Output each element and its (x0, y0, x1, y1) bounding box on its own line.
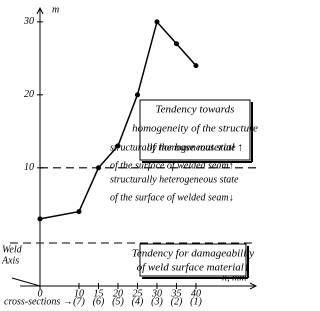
annotation-text: of the base material ↑ (147, 142, 243, 154)
x-arrow (249, 282, 258, 290)
chart: mh, mmWeldAxis102030010152025303540cross… (1, 4, 258, 307)
y-tick-label: 10 (24, 162, 34, 173)
cross-section-label: (2) (171, 296, 183, 307)
cross-section-label: (1) (190, 296, 202, 307)
x-tick-label: 0 (38, 288, 43, 299)
x-tick-label: 20 (113, 288, 123, 299)
weld-axis-line (11, 277, 41, 287)
x-tick-label: 15 (93, 288, 103, 299)
annotation-text: Tendency towards (156, 104, 235, 116)
data-point (134, 92, 140, 98)
y-tick-label: 20 (24, 89, 34, 100)
annotation-box (139, 99, 251, 161)
x-tick-label: 25 (132, 288, 142, 299)
weld-axis-label: Weld (2, 244, 23, 255)
data-point (115, 143, 121, 149)
y-tick-label: 30 (23, 16, 34, 27)
data-point (173, 41, 179, 47)
x-tick-label: 30 (151, 288, 162, 299)
cross-section-label: (7) (73, 296, 85, 307)
heterogeneous-note: of the surface of welded seam↓ (110, 192, 234, 203)
data-line (39, 20, 197, 220)
data-point (37, 216, 43, 222)
annotation-text: homogeneity of the structure (132, 123, 258, 135)
annotation-box (139, 243, 247, 277)
homogeneous-note: of the surface of welded seam↑ (110, 160, 234, 171)
annotation-text: Tendency for damageability (132, 248, 255, 260)
x-tick-label: 10 (74, 288, 84, 299)
data-point (95, 165, 101, 171)
heterogeneous-note: structurally heterogeneous state (110, 174, 239, 185)
cross-section-label: (5) (112, 296, 124, 307)
cross-section-label: (3) (151, 296, 163, 307)
homogeneous-note: structurally homogeneous state (110, 142, 236, 153)
weld-axis-label: Axis (1, 255, 19, 266)
y-arrow (36, 6, 44, 15)
cross-section-label: (6) (93, 296, 105, 307)
data-point (193, 63, 199, 69)
cross-section-label: (4) (132, 296, 144, 307)
x-tick-label: 40 (191, 288, 201, 299)
cross-section-caption: cross-sections → (4, 296, 73, 307)
annotation-text: of weld surface material↓ (137, 262, 250, 274)
x-tick-label: 35 (170, 288, 181, 299)
data-point (154, 19, 160, 25)
y-axis-label: m (52, 4, 59, 15)
data-point (76, 209, 82, 215)
